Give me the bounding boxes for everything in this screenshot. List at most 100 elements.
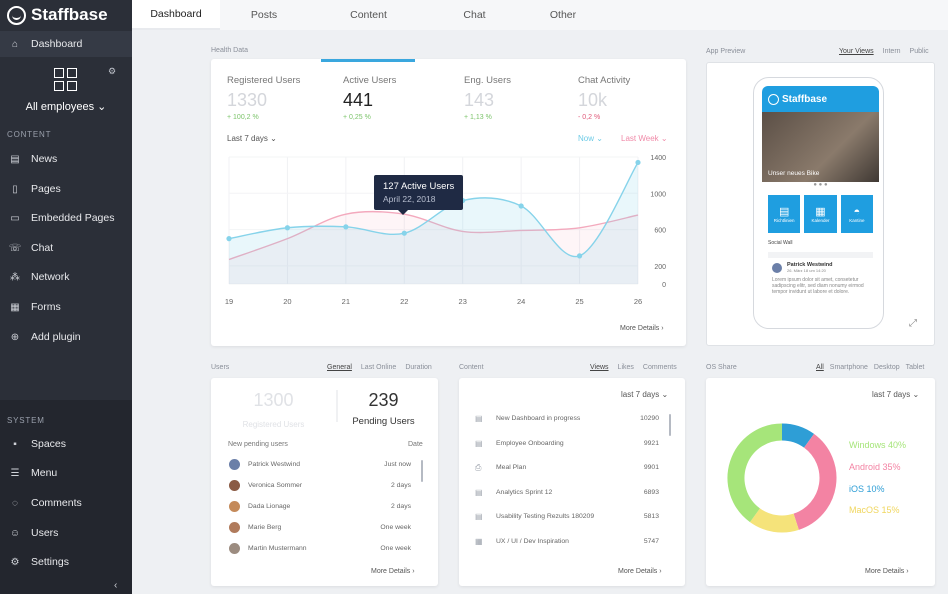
tab-smartphone[interactable]: Smartphone	[829, 364, 868, 371]
kpi-registered-users[interactable]: Registered Users 1330 + 100,2 %	[227, 75, 301, 121]
chevron-down-icon: ⌄	[270, 134, 277, 143]
sidebar-item-menu[interactable]: ☰ Menu	[10, 467, 58, 479]
tile-richtlinien[interactable]: ▤ Richtlinien	[768, 195, 801, 233]
audience-label[interactable]: All employees ⌄	[25, 101, 107, 113]
data-point[interactable]	[226, 236, 232, 242]
data-point[interactable]	[576, 253, 583, 259]
comment-icon: ◌	[12, 497, 18, 509]
table-row[interactable]: Marie Berg One week	[229, 517, 411, 538]
content-title: Meal Plan	[496, 464, 527, 471]
data-point[interactable]	[635, 159, 641, 166]
tile-kantine[interactable]: ◓ Kantine	[840, 195, 873, 233]
data-point[interactable]	[343, 224, 349, 230]
tab-your-views[interactable]: Your Views	[839, 48, 874, 55]
tab-desktop[interactable]: Desktop	[873, 364, 900, 371]
sidebar-item-embedded-pages[interactable]: ▭ Embedded Pages	[10, 212, 115, 224]
donut-slice-ios[interactable]	[781, 423, 815, 448]
chevron-down-icon: ⌄	[912, 390, 920, 399]
tab-content[interactable]: Content	[350, 9, 387, 21]
list-item[interactable]: ▦ UX / UI / Dev Inspiration 5747	[475, 531, 659, 552]
sidebar-item-add-plugin[interactable]: ⊕ Add plugin	[10, 331, 81, 343]
users-tabs: General Last Online Duration	[327, 364, 432, 371]
staffbase-logo-icon	[7, 5, 26, 25]
article-icon: ▤	[475, 512, 483, 521]
scrollbar[interactable]	[421, 460, 423, 482]
tab-likes[interactable]: Likes	[617, 364, 634, 371]
sidebar-item-users[interactable]: ☺ Users	[9, 527, 59, 539]
content-card: last 7 days ⌄ ▤ New Dashboard in progress…	[459, 378, 685, 586]
os-more-details-link[interactable]: More Details ›	[865, 568, 909, 575]
legend-now[interactable]: Now ⌄	[578, 134, 603, 143]
sidebar-item-pages[interactable]: ▯ Pages	[0, 176, 132, 202]
tile-kalender[interactable]: ▦ Kalender	[804, 195, 837, 233]
chevron-right-icon: ›	[906, 568, 909, 575]
sidebar-item-comments[interactable]: ◌ Comments	[0, 490, 132, 516]
kpi-eng-users[interactable]: Eng. Users 143 + 1,13 %	[464, 75, 511, 121]
avatar	[229, 543, 240, 554]
collapse-sidebar-icon[interactable]: ‹	[114, 580, 118, 591]
gear-icon[interactable]: ⚙	[108, 66, 117, 76]
brand[interactable]: Staffbase	[0, 0, 132, 30]
sidebar-item-spaces[interactable]: ▪ Spaces	[0, 431, 132, 457]
table-row[interactable]: Patrick Westwind Just now	[229, 454, 411, 475]
tab-public[interactable]: Public	[909, 48, 929, 55]
tab-chat[interactable]: Chat	[463, 9, 486, 21]
tab-intern[interactable]: Intern	[882, 48, 901, 55]
list-item[interactable]: ⎙ Meal Plan 9901	[475, 457, 659, 478]
donut-slice-macos[interactable]	[749, 508, 799, 533]
users-more-details-link[interactable]: More Details ›	[371, 568, 415, 575]
y-tick-label: 0	[662, 282, 666, 289]
tab-all[interactable]: All	[816, 364, 824, 371]
tab-posts[interactable]: Posts	[250, 9, 278, 21]
sidebar-item-network[interactable]: ⁂ Network	[10, 271, 70, 283]
expand-icon[interactable]: ⤢	[909, 318, 917, 329]
article-icon: ▤	[475, 438, 483, 448]
os-range-dropdown[interactable]: last 7 days ⌄	[872, 390, 920, 399]
data-point[interactable]	[401, 230, 407, 236]
sidebar-item-chat[interactable]: ☏ Chat	[8, 242, 54, 254]
tab-duration[interactable]: Duration	[405, 364, 432, 371]
kpi-chat-activity[interactable]: Chat Activity 10k - 0,2 %	[578, 75, 631, 121]
tab-last-online[interactable]: Last Online	[360, 364, 397, 371]
content-range-dropdown[interactable]: last 7 days ⌄	[621, 390, 669, 399]
page-icon: ▯	[12, 183, 18, 195]
sidebar-item-forms[interactable]: ▦ Forms	[10, 301, 61, 313]
audience-selector[interactable]: ⚙ All employees ⌄	[0, 60, 132, 124]
data-point[interactable]	[518, 203, 524, 209]
health-more-details-link[interactable]: More Details ›	[620, 325, 664, 332]
sidebar-item-dashboard[interactable]: ⌂ Dashboard	[0, 31, 132, 57]
tab-tablet[interactable]: Tablet	[905, 364, 925, 371]
tab-views[interactable]: Views	[590, 364, 609, 371]
donut-slice-windows[interactable]	[727, 423, 783, 523]
app-preview-tabs: Your Views Intern Public	[839, 48, 929, 55]
list-item[interactable]: ▤ Usability Testing Rezults 180209 5813	[475, 506, 659, 527]
list-item[interactable]: ▤ Analytics Sprint 12 6893	[475, 482, 659, 503]
table-row[interactable]: Veronica Sommer 2 days	[229, 475, 411, 496]
tab-other[interactable]: Other	[549, 9, 577, 21]
table-row[interactable]: Martin Mustermann One week	[229, 538, 411, 559]
list-item[interactable]: ▤ Employee Onboarding 9921	[475, 433, 659, 454]
sidebar-item-news[interactable]: ▤ News	[10, 153, 58, 165]
content-views: 9921	[643, 439, 659, 447]
data-point[interactable]	[284, 225, 291, 231]
content-views: 6893	[643, 488, 659, 496]
list-item[interactable]: ▤ New Dashboard in progress 10290	[475, 408, 659, 429]
user-date: Just now	[384, 461, 411, 468]
content-more-details-link[interactable]: More Details ›	[618, 568, 662, 575]
legend-windows: Windows 40%	[849, 440, 907, 450]
tab-general[interactable]: General	[327, 364, 352, 371]
scrollbar[interactable]	[669, 414, 671, 436]
legend-last-week[interactable]: Last Week ⌄	[621, 134, 668, 143]
content-title: New Dashboard in progress	[496, 415, 581, 422]
table-row[interactable]: Dada Lionage 2 days	[229, 496, 411, 517]
print-icon: ⎙	[475, 462, 482, 472]
health-range-dropdown[interactable]: Last 7 days ⌄	[227, 134, 277, 143]
avatar	[772, 262, 782, 273]
donut-slice-android[interactable]	[793, 433, 837, 530]
pending-list-header: New pending users	[228, 441, 288, 448]
sidebar-item-settings[interactable]: ⚙ Settings	[10, 556, 69, 568]
tab-comments[interactable]: Comments	[642, 364, 677, 371]
tab-dashboard[interactable]: Dashboard	[132, 0, 220, 30]
kpi-active-users[interactable]: Active Users 441 + 0,25 %	[343, 75, 397, 121]
avatar	[229, 522, 240, 533]
